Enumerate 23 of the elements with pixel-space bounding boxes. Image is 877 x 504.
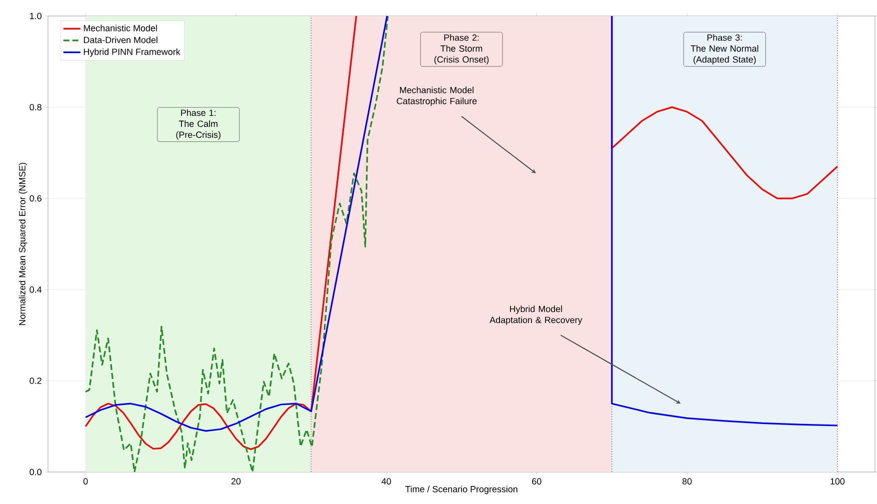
band-label: Phase 1: The Calm (Pre-Crisis) bbox=[176, 109, 220, 140]
x-axis-title: Time / Scenario Progression bbox=[405, 486, 518, 494]
y-tick-label: 0.2 bbox=[30, 378, 42, 384]
y-axis-title: Normalized Mean Squared Error (NMSE) bbox=[18, 162, 28, 325]
y-tick-label: 0.4 bbox=[30, 286, 42, 293]
x-tick-label: 0 bbox=[83, 478, 88, 485]
annotation: Mechanistic Model Catastrophic Failure bbox=[396, 86, 477, 106]
annotation: Hybrid Model Adaptation & Recovery bbox=[490, 306, 582, 325]
y-tick-label: 1.0 bbox=[30, 12, 42, 20]
legend-label: Data-Driven Model bbox=[84, 36, 158, 44]
y-tick-label: 0.0 bbox=[30, 468, 42, 476]
x-tick-label: 20 bbox=[231, 478, 241, 485]
x-tick-label: 40 bbox=[382, 478, 391, 485]
y-tick-label: 0.6 bbox=[30, 195, 42, 202]
x-tick-label: 80 bbox=[682, 478, 692, 485]
legend-label: Hybrid PINN Framework bbox=[84, 48, 180, 57]
x-tick-label: 60 bbox=[532, 478, 542, 485]
x-tick-label: 100 bbox=[830, 478, 845, 485]
line-series bbox=[84, 16, 389, 472]
band-label: Phase 2: The Storm (Crisis Onset) bbox=[434, 34, 489, 64]
y-tick-label: 0.8 bbox=[30, 104, 42, 110]
band-label: Phase 3: The New Normal (Adapted State) bbox=[690, 34, 758, 64]
legend-label: Mechanistic Model bbox=[84, 24, 157, 32]
